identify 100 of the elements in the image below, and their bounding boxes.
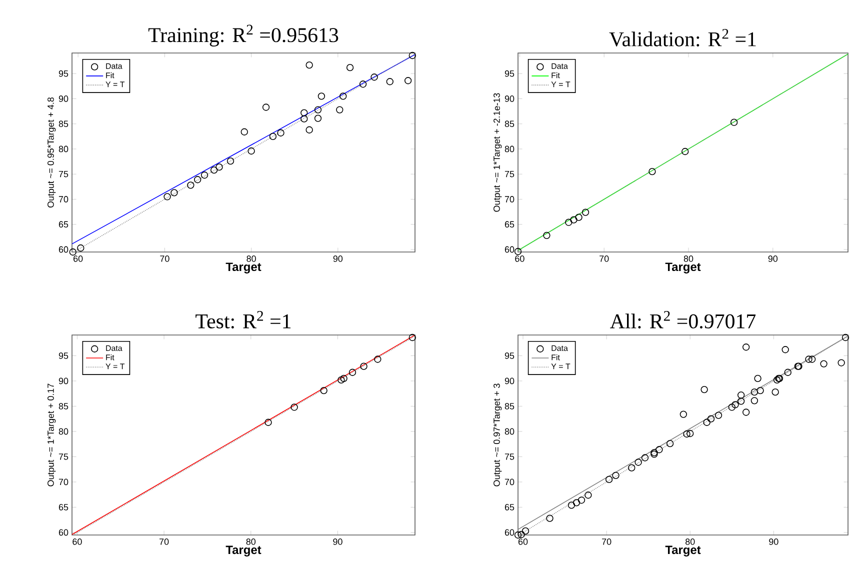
y-tick-label: 90 bbox=[504, 96, 514, 102]
point bbox=[346, 64, 354, 72]
point bbox=[277, 129, 284, 136]
x-tick-label: 60 bbox=[74, 256, 83, 262]
y-tick-label: 75 bbox=[58, 170, 68, 178]
point bbox=[360, 362, 368, 370]
point bbox=[262, 104, 270, 111]
point bbox=[210, 166, 218, 174]
point bbox=[714, 412, 722, 419]
y-tick-label: 70 bbox=[58, 478, 68, 486]
y-tick-label: 60 bbox=[504, 246, 514, 253]
x-tick-label: 60 bbox=[72, 538, 82, 545]
y-tick-label: 75 bbox=[504, 170, 514, 178]
point bbox=[568, 502, 576, 509]
point bbox=[248, 147, 255, 155]
point bbox=[374, 356, 382, 363]
y-tick-label: 75 bbox=[58, 454, 68, 460]
y-axis-title: Output ~= 1*Target + -2.1e-13 bbox=[494, 93, 502, 212]
point bbox=[842, 334, 850, 342]
point bbox=[546, 514, 554, 522]
point bbox=[386, 78, 394, 86]
point bbox=[336, 106, 344, 114]
x-axis-title: Target bbox=[226, 546, 262, 556]
point bbox=[628, 464, 636, 472]
point bbox=[338, 376, 345, 384]
point bbox=[784, 368, 792, 376]
y-axis-title: Output ~= 0.97*Target + 3 bbox=[494, 384, 502, 486]
y-tick-label: 65 bbox=[504, 221, 514, 228]
point bbox=[728, 404, 736, 411]
point bbox=[77, 244, 84, 252]
point bbox=[754, 374, 762, 382]
y-tick-label: 80 bbox=[58, 428, 68, 435]
y-axis-title: Output ~= 1*Target + 0.17 bbox=[48, 384, 56, 486]
y-tick-label: 90 bbox=[504, 378, 514, 384]
point bbox=[359, 80, 367, 88]
y-tick-label: 95 bbox=[504, 352, 514, 359]
y-tick-label: 95 bbox=[58, 352, 68, 359]
y-tick-label: 65 bbox=[58, 221, 68, 228]
y-tick-label: 90 bbox=[58, 96, 68, 102]
y-tick-label: 85 bbox=[58, 120, 68, 128]
point bbox=[737, 392, 745, 399]
chart-title: Test: R$^{2}$ =1 bbox=[196, 311, 291, 328]
point bbox=[164, 193, 171, 200]
chart-title: Validation: R$^{2}$ =1 bbox=[609, 28, 756, 46]
point bbox=[408, 334, 416, 342]
point bbox=[578, 496, 586, 504]
y-tick-label: 90 bbox=[58, 378, 68, 384]
point bbox=[306, 126, 313, 134]
y-tick-label: 70 bbox=[58, 196, 68, 202]
y-tick-label: 65 bbox=[58, 504, 68, 510]
point bbox=[300, 109, 308, 116]
point bbox=[838, 359, 845, 366]
x-tick-label: 90 bbox=[333, 538, 342, 545]
point bbox=[522, 527, 530, 535]
point bbox=[226, 157, 234, 165]
y-tick-label: 60 bbox=[58, 246, 68, 253]
y-tick-label: 80 bbox=[504, 146, 514, 152]
point bbox=[216, 163, 223, 171]
point bbox=[69, 248, 76, 256]
point bbox=[340, 92, 347, 100]
point bbox=[703, 418, 710, 426]
y-tick-label: 75 bbox=[504, 454, 514, 460]
point bbox=[264, 418, 272, 426]
chart-title: All: R$^{2}$ =0.97017 bbox=[610, 311, 756, 328]
point bbox=[404, 77, 412, 84]
point bbox=[194, 176, 202, 184]
y-tick-label: 70 bbox=[504, 196, 514, 202]
point bbox=[750, 397, 758, 404]
y-tick-label: 80 bbox=[58, 146, 68, 152]
point bbox=[756, 386, 764, 394]
x-tick-label: 80 bbox=[246, 256, 256, 262]
y-tick-label: 85 bbox=[504, 403, 514, 410]
point bbox=[518, 530, 525, 538]
point bbox=[370, 74, 378, 81]
y-tick-label: 60 bbox=[504, 529, 514, 536]
point bbox=[306, 61, 313, 69]
x-tick-label: 70 bbox=[600, 256, 609, 262]
point bbox=[805, 356, 812, 363]
x-axis-title: Target bbox=[665, 546, 701, 556]
point bbox=[737, 398, 745, 405]
point bbox=[318, 92, 326, 100]
point bbox=[240, 128, 248, 136]
point bbox=[732, 401, 739, 408]
point bbox=[290, 404, 298, 411]
y-tick-label: 60 bbox=[58, 529, 68, 536]
point bbox=[648, 168, 656, 176]
y-tick-label: 95 bbox=[58, 70, 68, 77]
x-axis-title: Target bbox=[226, 262, 262, 274]
x-tick-label: 70 bbox=[160, 256, 170, 262]
y-tick-label: 85 bbox=[58, 403, 68, 410]
point bbox=[682, 148, 689, 156]
point bbox=[514, 531, 522, 539]
point bbox=[320, 386, 328, 394]
x-tick-label: 90 bbox=[768, 256, 778, 262]
point bbox=[641, 454, 649, 462]
point bbox=[666, 440, 674, 448]
point bbox=[582, 208, 590, 216]
point bbox=[170, 189, 178, 196]
x-axis-title: Target bbox=[665, 262, 701, 274]
y-tick-label: 70 bbox=[504, 478, 514, 486]
